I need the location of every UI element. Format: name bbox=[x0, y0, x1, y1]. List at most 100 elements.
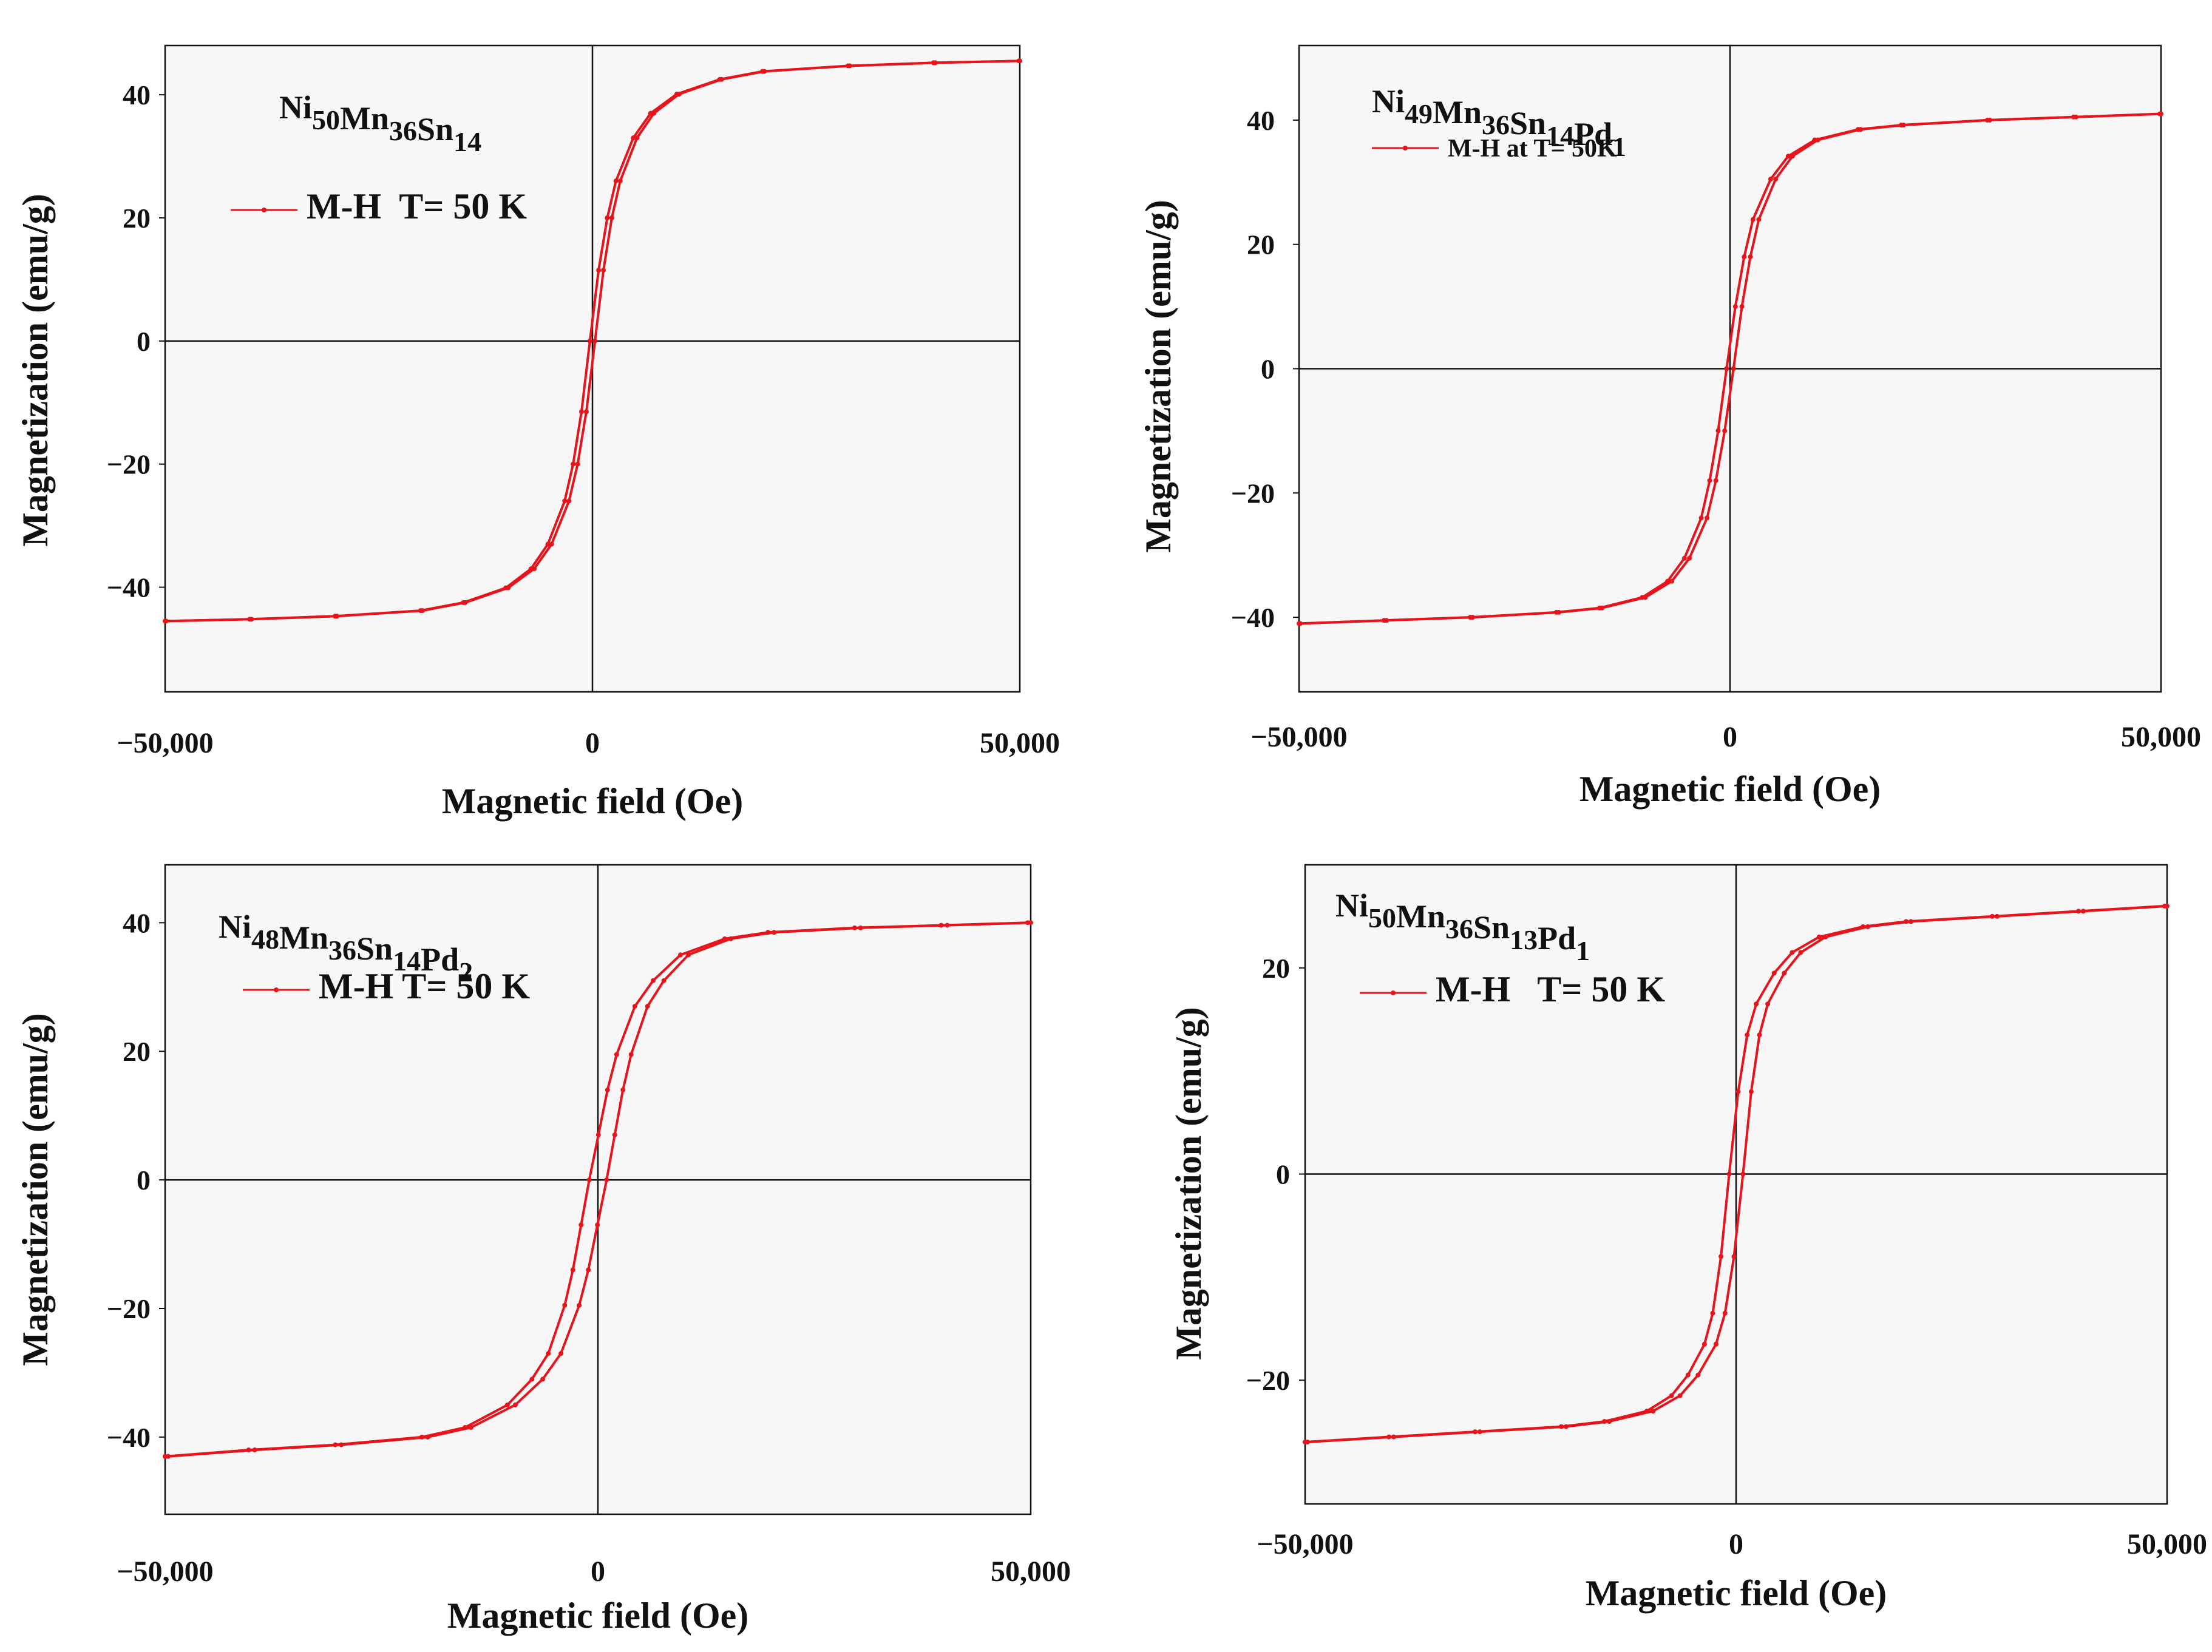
data-point bbox=[1748, 1089, 1754, 1094]
y-tick-label: 20 bbox=[123, 203, 151, 234]
data-point bbox=[246, 1447, 251, 1453]
data-point bbox=[1681, 555, 1687, 561]
data-point bbox=[1713, 1341, 1718, 1347]
data-point bbox=[1303, 1440, 1308, 1445]
data-point bbox=[613, 178, 619, 184]
legend-label: M-H T= 50 K bbox=[1436, 969, 1665, 1009]
y-tick-label: 0 bbox=[1261, 354, 1275, 385]
x-axis-label: Magnetic field (Oe) bbox=[447, 1596, 749, 1636]
data-point bbox=[2080, 909, 2086, 914]
x-tick-label: −50,000 bbox=[1257, 1528, 1353, 1560]
data-point bbox=[722, 936, 727, 941]
data-point bbox=[661, 978, 667, 983]
data-point bbox=[339, 1442, 344, 1447]
legend-marker bbox=[274, 987, 279, 992]
data-point bbox=[604, 1177, 609, 1183]
y-tick-label: −20 bbox=[1231, 478, 1275, 509]
data-point bbox=[1745, 1032, 1750, 1038]
y-tick-label: −20 bbox=[107, 449, 151, 480]
data-point bbox=[163, 618, 168, 624]
data-point bbox=[1856, 127, 1861, 132]
data-point bbox=[728, 936, 733, 941]
data-point bbox=[595, 1132, 601, 1137]
data-point bbox=[612, 1132, 617, 1137]
data-point bbox=[1715, 428, 1721, 433]
x-tick-label: 50,000 bbox=[991, 1556, 1071, 1588]
data-point bbox=[1731, 1254, 1737, 1259]
x-axis-label: Magnetic field (Oe) bbox=[442, 781, 744, 821]
data-point bbox=[1651, 1409, 1656, 1414]
data-point bbox=[717, 76, 722, 82]
data-point bbox=[2076, 909, 2081, 914]
x-axis-label: Magnetic field (Oe) bbox=[1579, 769, 1881, 809]
data-point bbox=[1386, 1434, 1392, 1440]
data-point bbox=[1473, 1429, 1478, 1435]
data-point bbox=[674, 92, 679, 97]
data-point bbox=[461, 600, 466, 605]
data-point bbox=[1597, 605, 1603, 611]
data-point bbox=[760, 69, 765, 74]
data-point bbox=[512, 1402, 518, 1407]
legend-marker bbox=[262, 208, 266, 212]
data-point bbox=[586, 1267, 591, 1273]
data-point bbox=[2162, 903, 2168, 909]
data-point bbox=[577, 1302, 582, 1308]
x-tick-label: −50,000 bbox=[117, 727, 213, 759]
data-point bbox=[558, 1351, 564, 1356]
data-point bbox=[601, 268, 606, 273]
data-point bbox=[1756, 217, 1762, 222]
x-tick-label: 0 bbox=[1729, 1528, 1743, 1560]
panel-3: −40 −20 0 20 40 −50,000 0 50,000 Magnetic field … bbox=[15, 864, 1071, 1636]
data-point bbox=[570, 1267, 575, 1273]
data-point bbox=[945, 922, 950, 928]
data-point bbox=[1773, 177, 1779, 182]
data-point bbox=[1559, 1424, 1564, 1429]
data-point bbox=[504, 1402, 510, 1407]
y-tick-label: −40 bbox=[1231, 602, 1275, 633]
data-point bbox=[1798, 950, 1803, 955]
data-point bbox=[592, 338, 598, 344]
legend: M-H at T= 50K bbox=[1372, 135, 1617, 163]
data-point bbox=[425, 1434, 430, 1440]
data-point bbox=[1731, 366, 1736, 371]
data-point bbox=[1782, 970, 1787, 976]
data-point bbox=[578, 1222, 584, 1228]
x-tick-label: 50,000 bbox=[980, 727, 1060, 759]
data-point bbox=[631, 135, 636, 141]
data-point bbox=[595, 1222, 600, 1228]
data-point bbox=[583, 409, 589, 415]
data-point bbox=[645, 1004, 650, 1009]
data-point bbox=[1713, 478, 1718, 483]
data-point bbox=[605, 215, 610, 220]
y-tick-label: −40 bbox=[107, 572, 151, 603]
data-point bbox=[529, 1376, 535, 1382]
data-point bbox=[1297, 621, 1301, 626]
data-point bbox=[540, 1376, 546, 1382]
data-point bbox=[1669, 1393, 1674, 1398]
legend-label: M-H T= 50 K bbox=[307, 186, 527, 226]
data-point bbox=[1908, 919, 1913, 924]
data-point bbox=[562, 498, 568, 504]
data-point bbox=[252, 1447, 257, 1453]
data-point bbox=[1602, 1419, 1607, 1424]
y-tick-label: 0 bbox=[137, 326, 151, 357]
y-tick-label: 40 bbox=[1247, 105, 1275, 136]
panel-title: Ni48Mn36Sn14Pd2 bbox=[219, 909, 473, 987]
data-point bbox=[575, 461, 580, 467]
y-tick-label: 40 bbox=[123, 907, 151, 938]
data-point bbox=[1768, 177, 1773, 182]
data-point bbox=[333, 614, 338, 619]
data-point bbox=[546, 1351, 551, 1356]
data-point bbox=[2071, 114, 2077, 120]
data-point bbox=[614, 1052, 619, 1057]
data-point bbox=[650, 978, 656, 983]
data-point bbox=[1994, 913, 2000, 919]
y-tick-label: 20 bbox=[1262, 953, 1290, 984]
x-tick-label: −50,000 bbox=[117, 1556, 213, 1588]
data-point bbox=[858, 925, 863, 930]
legend-label: M-H at T= 50K bbox=[1448, 135, 1617, 163]
data-point bbox=[634, 135, 640, 141]
data-point bbox=[562, 1302, 568, 1308]
data-point bbox=[1701, 1341, 1707, 1347]
